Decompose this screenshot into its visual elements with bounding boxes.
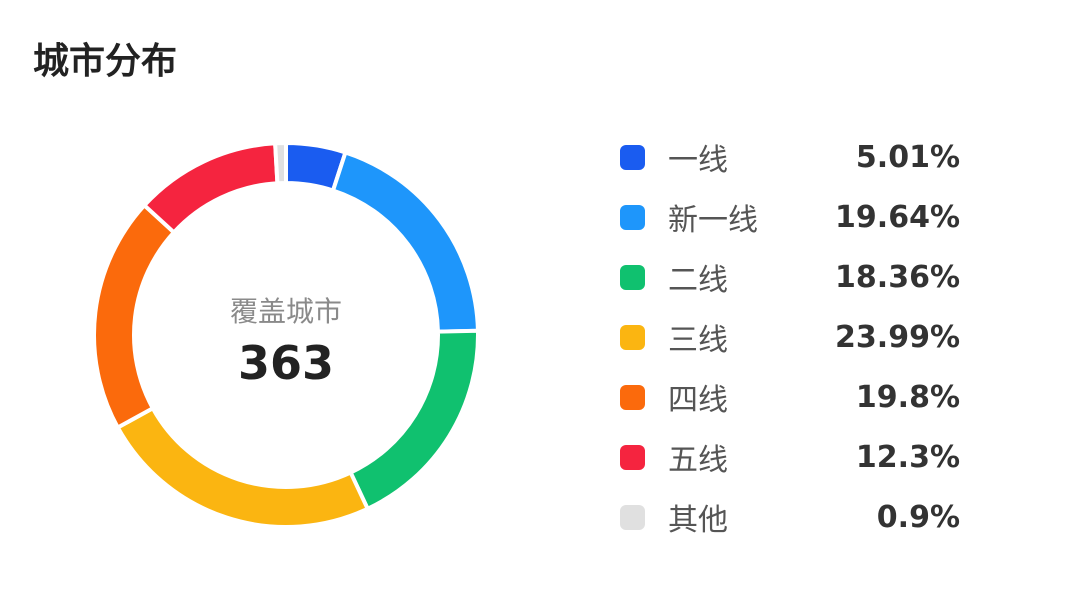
legend-label: 四线: [668, 383, 728, 418]
donut-slice-三线[interactable]: [115, 405, 371, 529]
legend-label: 五线: [668, 443, 728, 478]
legend-swatch: [620, 504, 645, 530]
center-label: 覆盖城市: [229, 295, 342, 328]
legend-item[interactable]: 二线 18.36%: [620, 247, 960, 307]
legend-value: 0.9%: [876, 499, 960, 535]
legend-value: 5.01%: [855, 139, 960, 175]
legend-item[interactable]: 其他 0.9%: [620, 487, 960, 547]
legend-label: 二线: [668, 263, 728, 298]
legend-label: 其他: [668, 503, 728, 538]
legend-swatch: [620, 384, 645, 410]
legend-item[interactable]: 新一线 19.64%: [620, 187, 960, 247]
legend-label: 新一线: [668, 203, 758, 238]
donut-slice-五线[interactable]: [141, 141, 280, 236]
donut-slice-四线[interactable]: [92, 202, 177, 431]
legend-swatch: [620, 324, 645, 350]
legend-item[interactable]: 四线 19.8%: [620, 367, 960, 427]
legend-item[interactable]: 一线 5.01%: [620, 127, 960, 187]
legend-swatch: [620, 144, 645, 170]
legend-swatch: [620, 444, 645, 470]
legend: 一线 5.01% 新一线 19.64% 二线 18.36% 三线 23.99% …: [620, 127, 960, 547]
legend-value: 19.64%: [835, 199, 960, 235]
legend-swatch: [620, 264, 645, 290]
legend-value: 12.3%: [855, 439, 960, 475]
center-value: 363: [237, 336, 335, 390]
legend-item[interactable]: 三线 23.99%: [620, 307, 960, 367]
legend-value: 18.36%: [835, 259, 960, 295]
donut-slice-其他[interactable]: [273, 140, 288, 186]
legend-label: 三线: [668, 323, 728, 358]
legend-swatch: [620, 204, 645, 230]
legend-value: 19.8%: [855, 379, 960, 415]
legend-value: 23.99%: [835, 319, 960, 355]
legend-item[interactable]: 五线 12.3%: [620, 427, 960, 487]
donut-chart: [92, 140, 478, 529]
legend-label: 一线: [668, 143, 728, 178]
chart-title: 城市分布: [33, 41, 178, 82]
